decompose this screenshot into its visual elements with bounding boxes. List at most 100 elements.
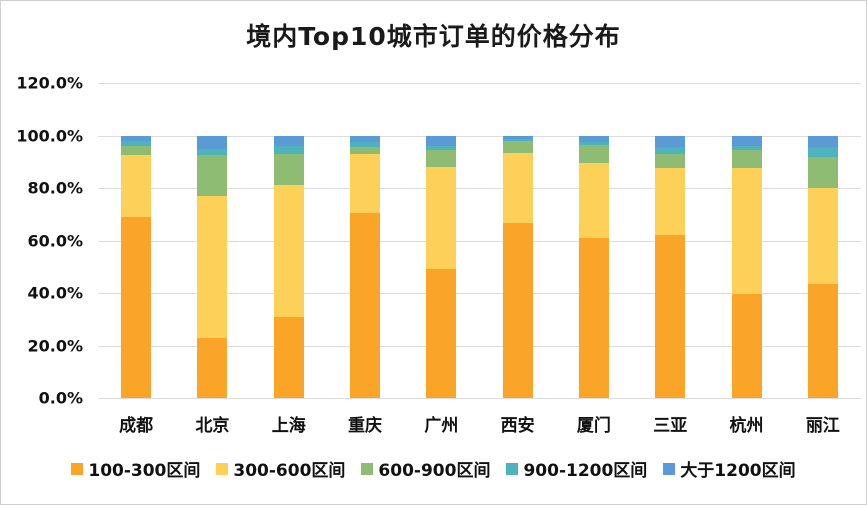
bar-segment: [502, 223, 533, 398]
y-axis: 0.0% 20.0% 40.0% 60.0% 80.0% 100.0% 120.0%: [1, 74, 89, 408]
bar-segment: [502, 152, 533, 224]
bar-segment: [121, 135, 152, 141]
bar-segment: [197, 195, 228, 338]
bar-segment: [578, 135, 609, 143]
bar-segment: [807, 135, 838, 147]
chart-title: 境内Top10城市订单的价格分布: [246, 22, 621, 51]
legend-item: 大于1200区间: [663, 456, 796, 481]
y-tick-label: 20.0%: [27, 336, 83, 355]
y-tick-label: 60.0%: [27, 231, 83, 250]
bar-重庆: [350, 135, 381, 398]
bar-segment: [578, 237, 609, 398]
bar-厦门: [578, 135, 609, 398]
legend-item: 600-900区间: [361, 456, 490, 481]
bar-segment: [426, 150, 457, 168]
bar-segment: [426, 268, 457, 398]
bar-segment: [273, 316, 304, 398]
bar-segment: [273, 146, 304, 154]
bar-segment: [502, 135, 533, 139]
bar-丽江: [807, 135, 838, 398]
bar-segment: [578, 163, 609, 238]
bar-segment: [655, 154, 686, 169]
bar-segment: [731, 168, 762, 295]
legend-item: 900-1200区间: [506, 456, 647, 481]
bar-segment: [121, 146, 152, 156]
bar-segment: [655, 146, 686, 155]
x-tick-label: 丽江: [805, 416, 840, 436]
legend-item: 300-600区间: [216, 456, 345, 481]
legend-label: 大于1200区间: [680, 461, 796, 481]
gridline: [98, 240, 861, 242]
bar-segment: [426, 146, 457, 151]
gridline: [98, 188, 861, 189]
gridline: [98, 398, 861, 399]
bar-segment: [578, 144, 609, 164]
bar-segment: [807, 188, 838, 284]
legend-marker-icon: [663, 462, 676, 475]
legend-marker-icon: [361, 462, 374, 475]
x-tick-label: 重庆: [348, 416, 383, 436]
bar-北京: [197, 135, 228, 398]
bar-segment: [731, 149, 762, 169]
bar-segment: [350, 147, 381, 154]
x-tick-label: 杭州: [729, 416, 764, 436]
bar-segment: [502, 141, 533, 153]
gridline: [98, 293, 861, 294]
bar-segment: [197, 337, 228, 398]
legend-label: 600-900区间: [378, 461, 491, 481]
bar-segment: [731, 146, 762, 150]
plot-area: [98, 83, 861, 399]
legend-label: 900-1200区间: [523, 461, 648, 481]
bar-segment: [807, 156, 838, 188]
bar-杭州: [731, 135, 762, 398]
legend-marker-icon: [71, 462, 84, 475]
legend-label: 100-300区间: [88, 461, 201, 481]
bar-广州: [426, 135, 457, 398]
y-tick-label: 40.0%: [27, 283, 83, 303]
bar-segment: [655, 168, 686, 236]
y-tick-label: 120.0%: [16, 73, 83, 93]
bar-西安: [502, 135, 533, 398]
bar-segment: [731, 294, 762, 398]
legend-label: 300-600区间: [233, 461, 346, 481]
bar-segment: [197, 148, 228, 156]
bars: [98, 83, 861, 398]
legend: 100-300区间 300-600区间 600-900区间 900-1200区间 大于1…: [1, 456, 866, 481]
x-tick-label: 广州: [424, 416, 459, 436]
bar-segment: [273, 153, 304, 186]
bar-上海: [273, 135, 304, 398]
x-tick-label: 三亚: [653, 416, 688, 436]
legend-marker-icon: [506, 462, 519, 475]
x-tick-label: 北京: [195, 416, 230, 436]
bar-segment: [807, 283, 838, 398]
bar-segment: [350, 142, 381, 148]
x-tick-label: 上海: [271, 416, 306, 436]
bar-segment: [121, 155, 152, 217]
gridline: [98, 345, 861, 347]
x-axis: 成都 北京 上海 重庆 广州 西安 厦门 三亚 杭州 丽江: [98, 411, 861, 436]
bar-segment: [273, 185, 304, 317]
x-tick-label: 厦门: [576, 416, 611, 436]
gridline: [98, 135, 861, 137]
bar-segment: [731, 135, 762, 146]
legend-marker-icon: [216, 462, 229, 475]
bar-成都: [121, 135, 152, 398]
bar-segment: [655, 235, 686, 398]
legend-item: 100-300区间: [71, 456, 200, 481]
bar-segment: [350, 212, 381, 398]
bar-segment: [807, 146, 838, 157]
bar-segment: [121, 140, 152, 146]
y-tick-label: 0.0%: [38, 388, 83, 408]
gridline: [98, 83, 861, 84]
bar-三亚: [655, 135, 686, 398]
bar-segment: [350, 135, 381, 143]
bar-segment: [121, 216, 152, 398]
bar-segment: [655, 135, 686, 147]
x-tick-label: 成都: [119, 416, 154, 436]
bar-segment: [502, 138, 533, 142]
bar-segment: [426, 135, 457, 147]
x-tick-label: 西安: [500, 416, 535, 436]
y-tick-label: 100.0%: [16, 126, 83, 145]
bar-segment: [273, 135, 304, 146]
